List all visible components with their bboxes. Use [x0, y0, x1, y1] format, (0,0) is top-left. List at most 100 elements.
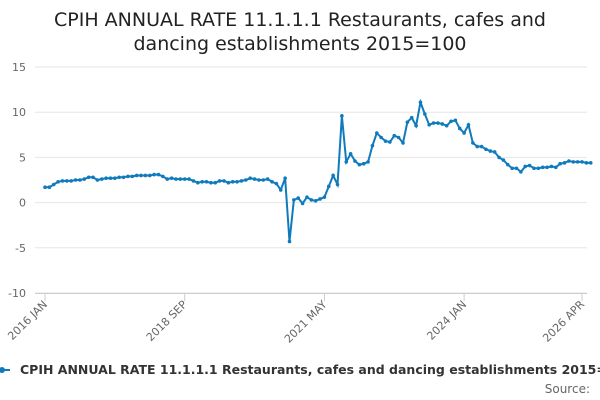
point: [523, 164, 528, 169]
point: [549, 164, 554, 169]
point: [156, 172, 161, 177]
x-tick-label: 2026 APR: [540, 298, 587, 345]
point: [353, 159, 357, 163]
point: [567, 159, 571, 163]
point: [575, 160, 580, 164]
point: [497, 155, 501, 160]
point: [143, 173, 148, 178]
series-line: [45, 98, 591, 242]
point: [466, 123, 471, 127]
point: [383, 139, 388, 143]
point: [51, 182, 56, 187]
x-tick-label: 2016 JAN: [5, 298, 50, 343]
point: [270, 180, 274, 184]
point: [471, 141, 475, 145]
point: [514, 166, 519, 171]
point: [161, 174, 165, 179]
point: [571, 160, 576, 164]
point: [361, 161, 366, 166]
point: [431, 121, 436, 125]
point: [47, 185, 52, 190]
point: [423, 112, 427, 116]
point: [580, 160, 584, 164]
point: [113, 176, 117, 180]
point: [244, 178, 248, 182]
point: [545, 165, 549, 170]
point: [230, 180, 235, 184]
point: [536, 166, 541, 171]
source-label: Source:: [545, 382, 590, 396]
point: [78, 178, 82, 182]
point: [43, 185, 47, 190]
point: [274, 181, 279, 186]
x-tick-label: 2024 JAN: [424, 298, 469, 343]
point: [292, 198, 296, 202]
point: [65, 179, 69, 183]
point: [527, 163, 532, 168]
point: [252, 177, 257, 181]
point: [104, 176, 108, 180]
point: [370, 143, 375, 148]
point: [305, 195, 309, 199]
point: [558, 161, 562, 166]
point: [532, 166, 536, 171]
point: [488, 149, 493, 153]
point: [335, 182, 340, 187]
point: [139, 173, 143, 178]
point: [396, 135, 401, 140]
y-tick-label: -10: [8, 287, 26, 300]
point: [191, 179, 196, 183]
point: [56, 180, 60, 184]
point: [584, 161, 589, 165]
y-tick-label: 15: [12, 61, 26, 74]
point: [326, 184, 331, 189]
point: [278, 188, 283, 192]
point: [222, 179, 226, 183]
point: [226, 180, 231, 185]
y-tick-label: 0: [19, 197, 26, 210]
point: [134, 173, 139, 178]
legend-marker-dot: [0, 367, 5, 373]
point: [344, 160, 349, 164]
point: [213, 180, 218, 185]
point: [318, 197, 322, 201]
point: [379, 135, 383, 140]
y-tick-label: 5: [19, 151, 26, 164]
point: [187, 177, 191, 181]
point: [392, 133, 397, 138]
point: [366, 160, 370, 164]
point: [348, 151, 353, 156]
point: [60, 179, 65, 183]
point: [300, 201, 305, 206]
point: [453, 118, 458, 123]
point: [95, 178, 100, 182]
point: [86, 175, 91, 180]
y-tick-label: -5: [15, 242, 26, 255]
point: [196, 180, 200, 185]
point: [178, 177, 183, 181]
point: [492, 150, 497, 154]
point: [147, 173, 152, 178]
point: [309, 198, 314, 202]
point: [91, 175, 95, 180]
point: [174, 177, 178, 181]
point: [287, 239, 292, 244]
point: [375, 131, 379, 135]
chart-title: CPIH ANNUAL RATE 11.1.1.1 Restaurants, c…: [54, 9, 546, 55]
point: [440, 122, 445, 126]
point: [182, 177, 187, 181]
point: [126, 174, 130, 179]
point: [484, 147, 488, 152]
point: [117, 175, 122, 180]
point: [418, 100, 423, 105]
point: [169, 176, 174, 180]
point: [322, 195, 327, 199]
point: [130, 174, 135, 179]
point: [313, 198, 318, 203]
point: [261, 178, 266, 182]
point: [82, 177, 87, 181]
point: [152, 172, 156, 177]
point: [444, 123, 449, 128]
point: [121, 175, 126, 180]
